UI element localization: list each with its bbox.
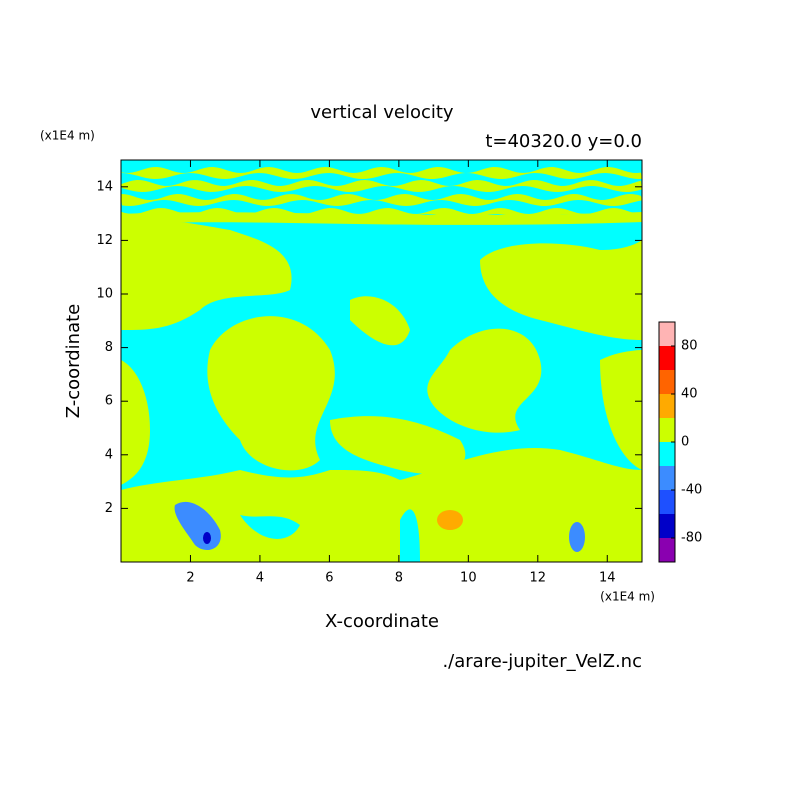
colorbar-segment	[659, 394, 675, 418]
y-tick-label: 2	[105, 501, 113, 516]
plot-frame	[120, 159, 643, 563]
y-tick-label: 14	[96, 179, 113, 194]
colorbar-segment	[659, 514, 675, 538]
colorbar-tick-label: -80	[681, 531, 702, 546]
contour-region	[203, 532, 211, 544]
x-tick-label: 6	[325, 571, 333, 586]
x-unit: (x1E4 m)	[600, 590, 655, 604]
colorbar-segment	[659, 322, 675, 346]
contour-region	[121, 360, 150, 485]
chart-subtitle: t=40320.0 y=0.0	[485, 131, 642, 152]
contour-region	[121, 167, 642, 179]
x-tick-label: 8	[395, 571, 403, 586]
colorbar-segment	[659, 442, 675, 466]
contour-field	[121, 160, 642, 562]
colorbar-tick-label: 0	[681, 435, 689, 450]
colorbar-segment	[659, 490, 675, 514]
x-axis-label: X-coordinate	[325, 611, 439, 632]
x-tick-label: 12	[530, 571, 547, 586]
contour-region	[121, 218, 292, 330]
colorbar-segment	[659, 370, 675, 394]
contour-region	[600, 350, 642, 470]
contour-region	[427, 328, 542, 433]
x-tick-label: 10	[460, 571, 477, 586]
y-tick-label: 10	[96, 287, 113, 302]
y-unit: (x1E4 m)	[40, 129, 95, 143]
contour-region	[350, 296, 410, 346]
chart-title: vertical velocity	[310, 102, 454, 123]
contour-region	[569, 522, 585, 552]
contour-region	[207, 316, 335, 471]
colorbar-segment	[659, 538, 675, 562]
contour-region	[400, 509, 420, 562]
y-tick-label: 6	[105, 394, 113, 409]
colorbar-segment	[659, 418, 675, 442]
contour-region	[330, 416, 466, 474]
contour-region	[121, 194, 642, 206]
contour-region	[240, 515, 300, 539]
contour-region	[121, 447, 642, 562]
colorbar-segment	[659, 466, 675, 490]
y-tick-label: 8	[105, 340, 113, 355]
x-tick-label: 2	[186, 571, 194, 586]
x-tick-label: 4	[256, 571, 264, 586]
contour-region	[480, 240, 642, 340]
colorbar-tick-label: -40	[681, 483, 702, 498]
y-tick-label: 4	[105, 447, 113, 462]
colorbar-segment	[659, 346, 675, 370]
colorbar-tick-label: 80	[681, 339, 698, 354]
colorbar-tick-label: 40	[681, 387, 698, 402]
source-file: ./arare-jupiter_VelZ.nc	[442, 651, 642, 672]
y-tick-label: 12	[96, 233, 113, 248]
contour-region	[121, 212, 642, 225]
contour-region	[121, 180, 642, 192]
contour-region	[437, 510, 463, 530]
x-tick-label: 14	[599, 571, 616, 586]
y-axis-label: Z-coordinate	[63, 304, 84, 419]
